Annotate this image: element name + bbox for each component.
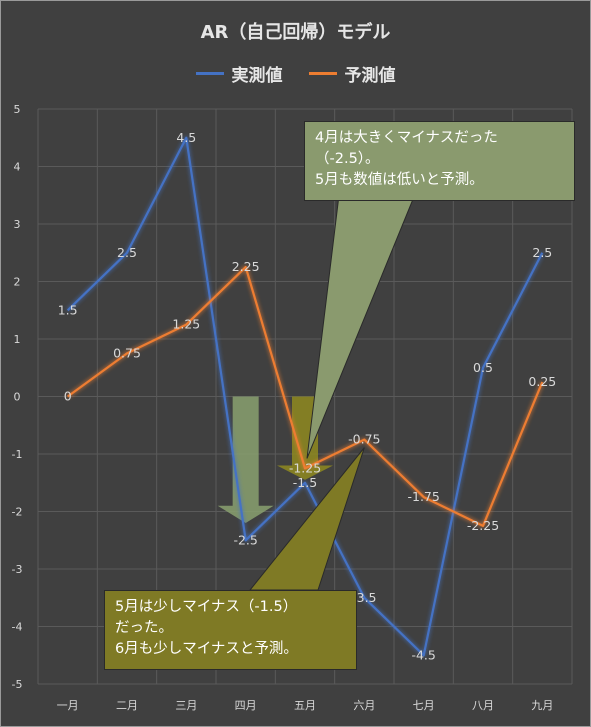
series-line-forecast xyxy=(67,266,544,527)
legend-label-actual: 実測値 xyxy=(231,66,283,86)
data-label-actual: -1.5 xyxy=(293,475,317,490)
x-tick-label: 一月 xyxy=(57,699,79,712)
data-label-forecast: -1.75 xyxy=(407,489,439,504)
y-tick-label: 2 xyxy=(14,276,21,289)
series-lines xyxy=(66,136,544,657)
data-label-forecast: 2.25 xyxy=(232,259,260,274)
y-tick-label: -4 xyxy=(12,621,23,634)
y-tick-label: 1 xyxy=(14,333,21,346)
series-line-actual xyxy=(66,136,544,657)
data-label-forecast: -2.25 xyxy=(467,518,499,533)
x-tick-label: 三月 xyxy=(175,699,197,712)
x-tick-label: 七月 xyxy=(413,699,435,712)
x-tick-label: 五月 xyxy=(294,699,316,712)
data-label-forecast: 0.25 xyxy=(528,374,556,389)
callout-bottom: 5月は少しマイナス（-1.5） だった。 6月も少しマイナスと予測。 xyxy=(104,590,357,670)
data-label-forecast: -1.25 xyxy=(289,460,321,475)
legend: 実測値 予測値 xyxy=(0,61,591,86)
y-tick-label: -1 xyxy=(12,448,23,461)
data-label-actual: -2.5 xyxy=(233,532,257,547)
legend-label-forecast: 予測値 xyxy=(344,66,396,86)
data-label-forecast: -0.75 xyxy=(348,432,380,447)
y-tick-label: 0 xyxy=(14,391,21,404)
data-labels: 1.5 2.5 4.5 -2.5 -1.5 -3.5 -4.5 0.5 2.5 0 0.75 1.25… xyxy=(58,130,557,663)
data-label-actual: 4.5 xyxy=(176,130,196,145)
data-label-actual: 0.5 xyxy=(473,360,493,375)
data-label-actual: -3.5 xyxy=(352,590,376,605)
y-tick-label: -2 xyxy=(12,506,23,519)
data-label-actual: 2.5 xyxy=(117,245,137,260)
legend-swatch-actual xyxy=(195,72,224,75)
legend-item-actual: 実測値 xyxy=(195,61,283,86)
y-tick-label: 3 xyxy=(14,218,21,231)
data-label-forecast: 0.75 xyxy=(113,345,141,360)
x-tick-label: 六月 xyxy=(353,699,375,712)
x-tick-label: 八月 xyxy=(472,699,494,712)
legend-item-forecast: 予測値 xyxy=(308,61,396,86)
arrow-may xyxy=(277,396,333,480)
x-axis: 一月 二月 三月 四月 五月 六月 七月 八月 九月 xyxy=(57,699,554,712)
callout-top-pointer xyxy=(306,186,419,459)
arrow-april xyxy=(217,396,274,523)
chart-title: AR（自己回帰）モデル xyxy=(200,22,391,43)
grid xyxy=(37,108,573,685)
legend-swatch-forecast xyxy=(308,72,337,75)
data-label-actual: 2.5 xyxy=(532,245,552,260)
data-label-forecast: 1.25 xyxy=(172,317,200,332)
data-label-actual: -4.5 xyxy=(411,647,435,662)
x-tick-label: 四月 xyxy=(235,699,257,712)
data-label-actual: 1.5 xyxy=(58,302,78,317)
x-tick-label: 九月 xyxy=(531,699,553,712)
annotation-arrows xyxy=(217,396,333,523)
y-tick-label: -3 xyxy=(12,563,23,576)
x-tick-label: 二月 xyxy=(116,699,138,712)
y-tick-label: -5 xyxy=(12,678,23,691)
callout-top: 4月は大きくマイナスだった （-2.5）。 5月も数値は低いと予測。 xyxy=(304,121,575,201)
y-tick-label: 5 xyxy=(14,103,21,116)
y-axis: 5 4 3 2 1 0 -1 -2 -3 -4 -5 xyxy=(12,103,23,691)
data-label-forecast: 0 xyxy=(64,389,72,404)
y-tick-label: 4 xyxy=(14,161,21,174)
